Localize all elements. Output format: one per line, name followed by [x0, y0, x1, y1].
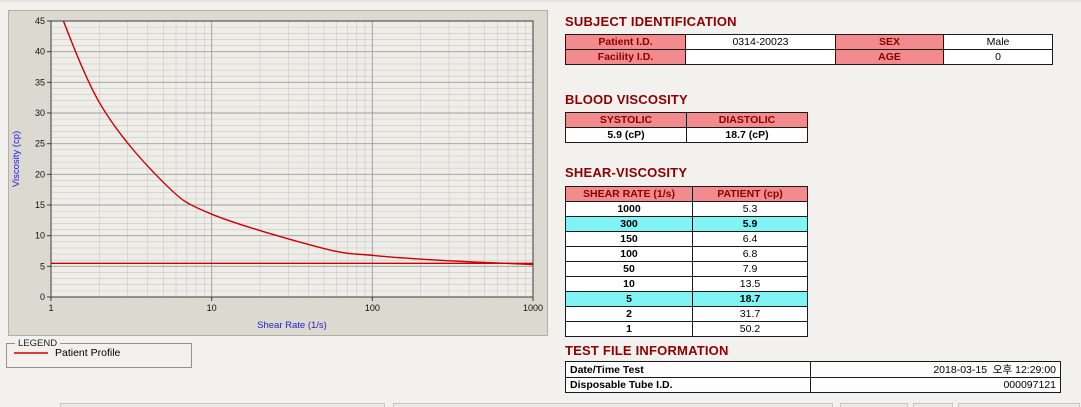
patient-cp-cell: 6.8 — [692, 246, 808, 262]
svg-text:1000: 1000 — [523, 303, 543, 313]
table-row: Facility I.D. AGE 0 — [565, 49, 1053, 65]
cropped-bottom-element — [958, 403, 1080, 407]
viscosity-chart-panel: 0 5 10 15 20 25 30 35 40 45 1 10 100 1000 Shear Rate (… — [8, 10, 548, 336]
systolic-header: SYSTOLIC — [565, 112, 687, 128]
shear-row: 150 6.4 — [565, 231, 808, 247]
svg-text:15: 15 — [35, 200, 45, 210]
date-time-test-value: 2018-03-15 오후 12:29:00 — [810, 361, 1061, 378]
svg-text:35: 35 — [35, 77, 45, 87]
legend-line-sample-icon — [14, 352, 48, 354]
table-row: 5.9 (cP) 18.7 (cP) — [565, 127, 808, 143]
sex-label: SEX — [835, 34, 944, 50]
shear-row: 10 13.5 — [565, 276, 808, 292]
viscosity-chart: 0 5 10 15 20 25 30 35 40 45 1 10 100 1000 Shear Rate (… — [11, 16, 543, 331]
svg-text:25: 25 — [35, 139, 45, 149]
shear-viscosity-heading: SHEAR-VISCOSITY — [565, 165, 688, 180]
shear-rate-header: SHEAR RATE (1/s) — [565, 186, 693, 202]
facility-id-label: Facility I.D. — [565, 49, 686, 65]
shear-row: 2 31.7 — [565, 306, 808, 322]
disposable-tube-id-label: Disposable Tube I.D. — [565, 377, 811, 393]
shear-row: 5 18.7 — [565, 291, 808, 307]
patient-id-value: 0314-20023 — [685, 34, 836, 50]
test-file-information-heading: TEST FILE INFORMATION — [565, 343, 729, 358]
test-file-information-table: Date/Time Test 2018-03-15 오후 12:29:00 Di… — [565, 361, 1061, 393]
shear-rate-cell: 1 — [565, 321, 693, 337]
shear-rate-cell: 300 — [565, 216, 693, 232]
shear-row: 300 5.9 — [565, 216, 808, 232]
svg-text:Viscosity (cp): Viscosity (cp) — [11, 131, 22, 187]
date-time-test-label: Date/Time Test — [565, 361, 811, 378]
shear-rate-cell: 100 — [565, 246, 693, 262]
shear-row: 1 50.2 — [565, 321, 808, 337]
subject-identification-table: Patient I.D. 0314-20023 SEX Male Facilit… — [565, 34, 1053, 65]
blood-viscosity-heading: BLOOD VISCOSITY — [565, 92, 688, 107]
cropped-bottom-element — [840, 403, 908, 407]
svg-text:40: 40 — [35, 47, 45, 57]
cropped-bottom-element — [913, 403, 953, 407]
shear-rate-cell: 2 — [565, 306, 693, 322]
shear-rate-cell: 1000 — [565, 201, 693, 217]
cropped-bottom-element — [60, 403, 385, 407]
patient-cp-cell: 18.7 — [692, 291, 808, 307]
svg-text:10: 10 — [35, 231, 45, 241]
shear-viscosity-table: SHEAR RATE (1/s) PATIENT (cp) 1000 5.3 300… — [565, 186, 808, 337]
legend-entry: Patient Profile — [13, 347, 185, 359]
shear-rate-cell: 50 — [565, 261, 693, 277]
patient-cp-cell: 50.2 — [692, 321, 808, 337]
table-row: Date/Time Test 2018-03-15 오후 12:29:00 — [565, 361, 1061, 378]
legend-box: LEGEND Patient Profile — [6, 338, 192, 368]
patient-cp-cell: 5.9 — [692, 216, 808, 232]
svg-text:30: 30 — [35, 108, 45, 118]
table-header-row: SHEAR RATE (1/s) PATIENT (cp) — [565, 186, 808, 202]
svg-text:1: 1 — [48, 303, 53, 313]
patient-cp-cell: 13.5 — [692, 276, 808, 292]
svg-text:45: 45 — [35, 16, 45, 26]
legend-entry-label: Patient Profile — [55, 347, 121, 359]
table-header-row: SYSTOLIC DIASTOLIC — [565, 112, 808, 128]
table-row: Disposable Tube I.D. 000097121 — [565, 377, 1061, 393]
svg-text:5: 5 — [40, 261, 45, 271]
table-row: Patient I.D. 0314-20023 SEX Male — [565, 34, 1053, 50]
legend-title: LEGEND — [18, 338, 58, 349]
blood-viscosity-table: SYSTOLIC DIASTOLIC 5.9 (cP) 18.7 (cP) — [565, 112, 808, 143]
shear-row: 1000 5.3 — [565, 201, 808, 217]
diastolic-header: DIASTOLIC — [686, 112, 808, 128]
patient-cp-cell: 6.4 — [692, 231, 808, 247]
diastolic-value: 18.7 (cP) — [686, 127, 808, 143]
patient-cp-cell: 31.7 — [692, 306, 808, 322]
shear-rate-cell: 150 — [565, 231, 693, 247]
cropped-bottom-element — [393, 403, 833, 407]
svg-text:20: 20 — [35, 169, 45, 179]
patient-cp-header: PATIENT (cp) — [692, 186, 808, 202]
facility-id-value — [685, 49, 836, 65]
patient-cp-cell: 5.3 — [692, 201, 808, 217]
shear-row: 50 7.9 — [565, 261, 808, 277]
age-label: AGE — [835, 49, 944, 65]
systolic-value: 5.9 (cP) — [565, 127, 687, 143]
subject-identification-heading: SUBJECT IDENTIFICATION — [565, 14, 737, 29]
age-value: 0 — [943, 49, 1053, 65]
svg-text:0: 0 — [40, 292, 45, 302]
svg-text:10: 10 — [207, 303, 217, 313]
svg-text:Shear Rate (1/s): Shear Rate (1/s) — [257, 320, 327, 331]
disposable-tube-id-value: 000097121 — [810, 377, 1061, 393]
shear-row: 100 6.8 — [565, 246, 808, 262]
patient-id-label: Patient I.D. — [565, 34, 686, 50]
shear-rate-cell: 5 — [565, 291, 693, 307]
shear-rate-cell: 10 — [565, 276, 693, 292]
sex-value: Male — [943, 34, 1053, 50]
patient-cp-cell: 7.9 — [692, 261, 808, 277]
svg-text:100: 100 — [365, 303, 380, 313]
